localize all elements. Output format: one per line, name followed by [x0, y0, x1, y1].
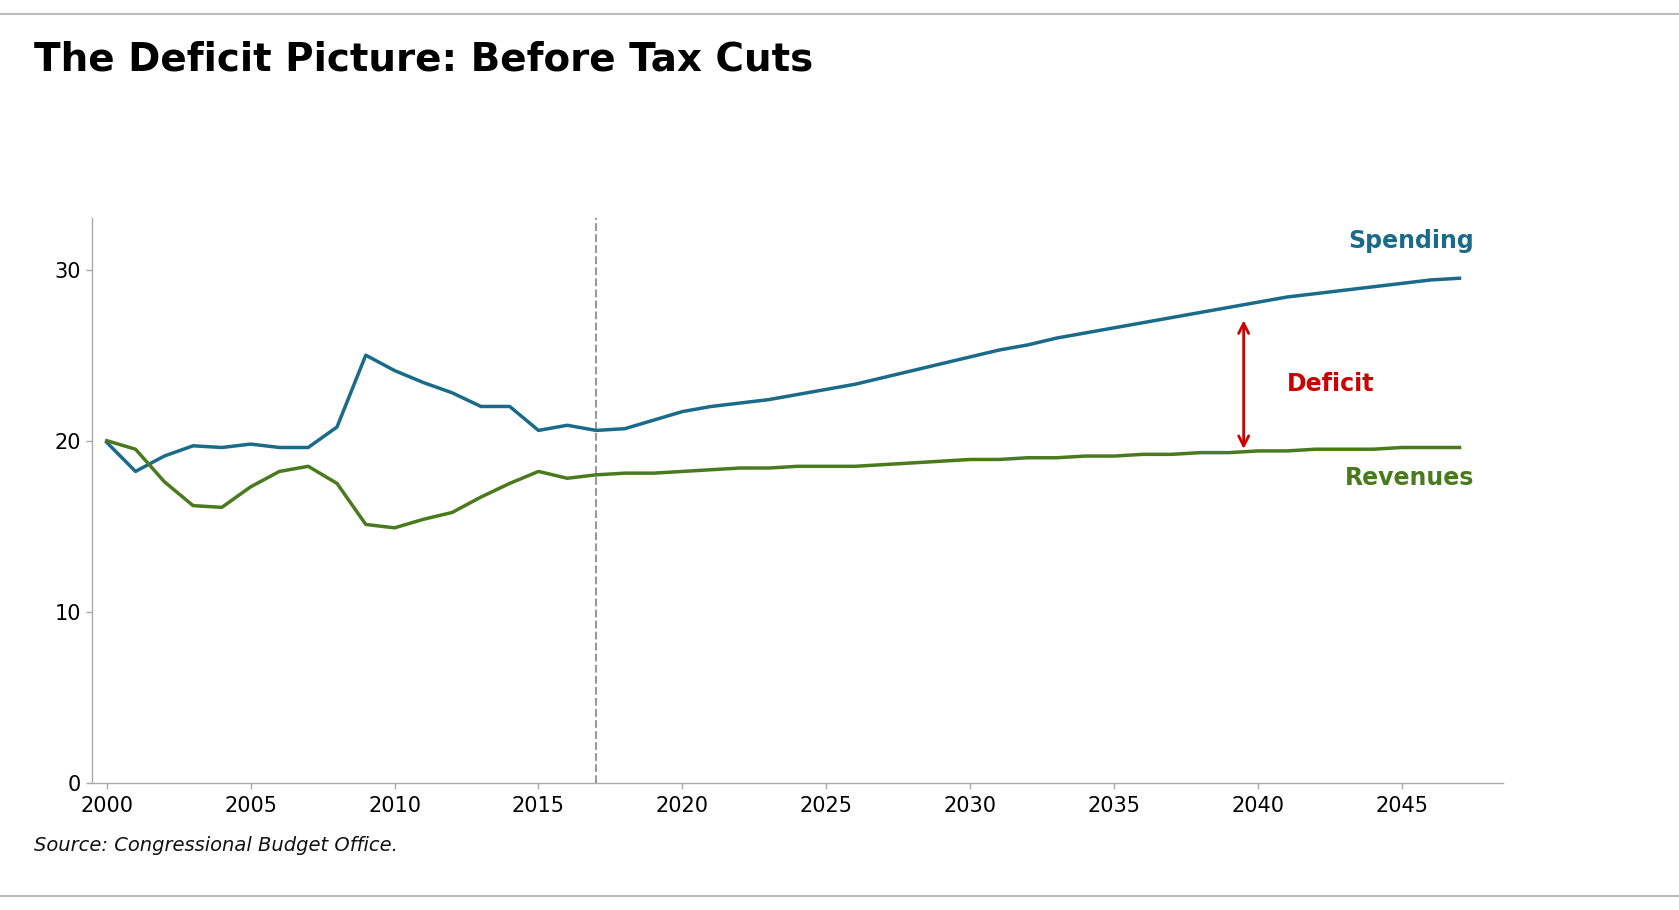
Text: Deficit: Deficit — [1286, 372, 1375, 396]
Text: Spending: Spending — [1348, 228, 1474, 253]
Text: Source: Congressional Budget Office.: Source: Congressional Budget Office. — [34, 836, 398, 855]
Text: Revenues: Revenues — [1345, 466, 1474, 490]
Text: The Deficit Picture: Before Tax Cuts: The Deficit Picture: Before Tax Cuts — [34, 41, 813, 79]
